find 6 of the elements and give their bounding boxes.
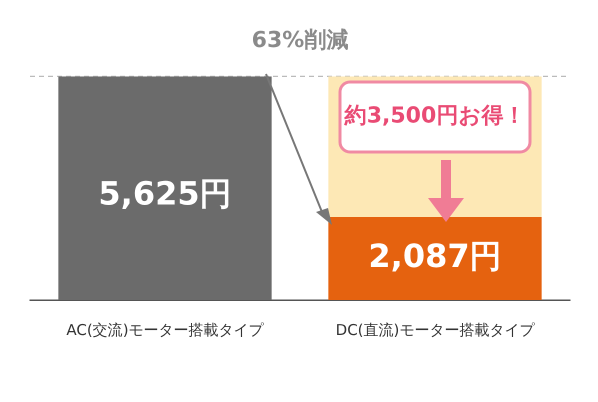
chart-title: 63%削減 [252, 28, 348, 53]
x-tick-label: AC(交流)モーター搭載タイプ [66, 320, 265, 339]
x-tick-label: DC(直流)モーター搭載タイプ [336, 320, 536, 339]
annotation: 約3,500円お得！ [344, 104, 526, 129]
data-label: 2,087円 [368, 236, 502, 275]
data-label: 5,625円 [98, 174, 232, 213]
